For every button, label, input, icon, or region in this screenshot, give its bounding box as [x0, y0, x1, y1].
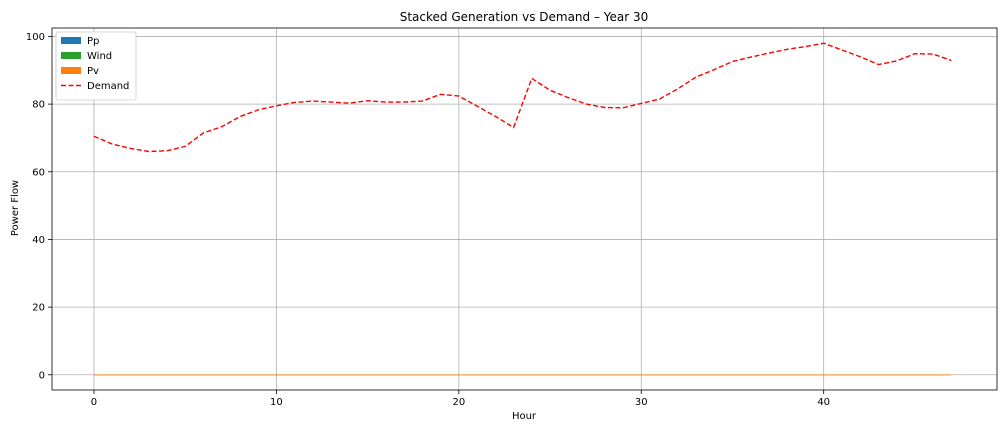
y-tick-label: 100	[26, 32, 45, 43]
y-tick-label: 0	[39, 370, 45, 381]
legend-box	[55, 31, 137, 101]
legend-swatch-pp	[61, 37, 81, 44]
y-tick-label: 20	[32, 303, 45, 314]
x-tick-label: 10	[270, 397, 283, 408]
legend-label-pp: Pp	[87, 36, 99, 47]
legend-label-demand: Demand	[87, 81, 129, 92]
chart-title: Stacked Generation vs Demand – Year 30	[400, 10, 649, 24]
x-tick-label: 30	[635, 397, 648, 408]
legend-label-wind: Wind	[87, 51, 112, 62]
line-demand	[93, 42, 952, 153]
legend-swatch-wind	[61, 52, 81, 59]
y-tick-label: 40	[32, 235, 45, 246]
x-tick-label: 40	[817, 397, 830, 408]
x-tick-label: 0	[91, 397, 97, 408]
legend: Pp Wind Pv Demand	[55, 31, 137, 101]
legend-label-pv: Pv	[87, 66, 99, 77]
plot-frame	[51, 27, 998, 391]
axis-ticks: 0 10 20 30 40 0 20 40 60 80 100	[26, 32, 830, 408]
y-tick-label: 60	[32, 167, 45, 178]
x-tick-label: 20	[452, 397, 465, 408]
legend-swatch-pv	[61, 67, 81, 74]
demand-line-layer	[93, 42, 952, 153]
x-axis-label: Hour	[512, 411, 537, 422]
y-tick-label: 80	[32, 100, 45, 111]
y-axis-label: Power Flow	[10, 180, 21, 236]
